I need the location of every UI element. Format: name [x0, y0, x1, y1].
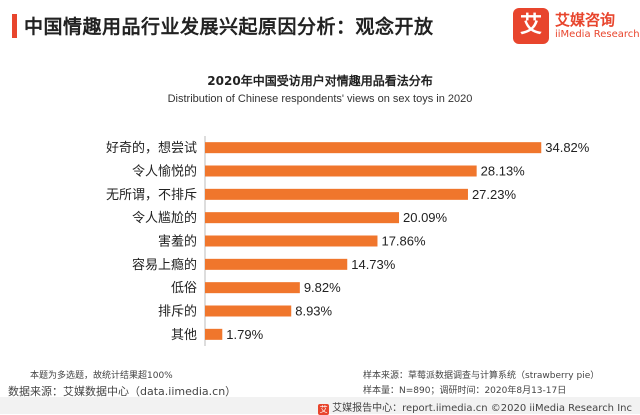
category-label: 无所谓，不排斥 [106, 188, 197, 203]
category-label: 容易上瘾的 [132, 257, 197, 273]
value-label: 20.09% [403, 210, 448, 225]
bar [205, 188, 468, 200]
logo-name-en: iiMedia Research [555, 29, 640, 40]
value-label: 8.93% [295, 304, 332, 319]
value-label: 34.82% [545, 140, 590, 155]
category-label: 令人愉悦的 [132, 164, 197, 180]
bar [205, 282, 300, 294]
value-label: 28.13% [481, 164, 526, 179]
bar [205, 328, 223, 340]
logo-badge: 艾 [513, 8, 549, 44]
footnote: 本题为多选题，故统计结果超100% [30, 371, 173, 381]
category-label: 害羞的 [158, 234, 197, 250]
bar [205, 235, 378, 247]
page-title: 中国情趣用品行业发展兴起原因分析：观念开放 [24, 16, 434, 38]
footer-bar: 艾艾媒报告中心：report.iimedia.cn ©2020 iiMedia … [0, 397, 640, 415]
bar [205, 258, 348, 270]
title-accent-bar [12, 14, 17, 38]
value-label: 9.82% [304, 280, 341, 295]
sample-info: 样本量：N=890；调研时间：2020年8月13-17日 [363, 386, 567, 396]
category-label: 排斥的 [158, 304, 197, 320]
bar [205, 212, 400, 224]
value-label: 14.73% [351, 257, 396, 272]
sample-source: 样本来源：草莓派数据调查与计算系统（strawberry pie） [363, 371, 600, 381]
footer-copyright: 艾媒报告中心：report.iimedia.cn ©2020 iiMedia R… [332, 403, 632, 414]
chart-subtitle: Distribution of Chinese respondents' vie… [167, 93, 473, 105]
footer-text: 艾艾媒报告中心：report.iimedia.cn ©2020 iiMedia … [318, 399, 632, 415]
value-label: 1.79% [226, 327, 263, 342]
category-label: 其他 [171, 328, 197, 343]
bar [205, 142, 542, 154]
category-label: 低俗 [171, 281, 197, 296]
category-label: 好奇的，想尝试 [106, 140, 197, 156]
data-source: 数据来源：艾媒数据中心（data.iimedia.cn） [8, 385, 237, 398]
logo-name-cn: 艾媒咨询 [555, 11, 616, 29]
value-label: 17.86% [381, 234, 426, 249]
chart-title: 2020年中国受访用户对情趣用品看法分布 [207, 74, 433, 88]
value-label: 27.23% [472, 187, 517, 202]
bar [205, 305, 292, 317]
iimedia-logo: 艾 艾媒咨询 iiMedia Research [513, 8, 640, 44]
category-label: 令人尴尬的 [132, 210, 197, 226]
footer-logo-icon: 艾 [318, 404, 330, 415]
bar [205, 165, 477, 177]
